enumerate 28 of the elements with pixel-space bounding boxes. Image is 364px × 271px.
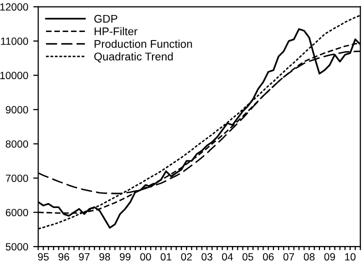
legend-label: HP-Filter xyxy=(94,27,138,36)
x-tick-label: 98 xyxy=(99,253,110,261)
x-tick-label: 03 xyxy=(202,253,212,261)
x-tick-label: 97 xyxy=(78,253,90,261)
y-tick-label: 9000 xyxy=(6,106,28,114)
x-tick-label: 04 xyxy=(222,253,233,261)
x-tick-label: 10 xyxy=(345,253,356,261)
y-tick-label: 6000 xyxy=(6,208,28,216)
legend-label: Production Function xyxy=(94,40,192,48)
legend-label: GDP xyxy=(94,14,118,23)
x-tick-label: 07 xyxy=(283,253,294,261)
x-tick-label: 02 xyxy=(181,253,192,261)
x-tick-label: 05 xyxy=(242,253,254,261)
x-tick-label: 99 xyxy=(120,253,130,261)
x-tick-label: 08 xyxy=(304,253,315,261)
y-tick-label: 11000 xyxy=(1,38,28,45)
x-tick-label: 06 xyxy=(262,253,274,261)
x-tick-label: 96 xyxy=(58,253,70,261)
x-tick-label: 00 xyxy=(140,253,151,261)
legend-label: Quadratic Trend xyxy=(94,52,173,62)
y-tick-label: 8000 xyxy=(6,140,28,148)
y-tick-label: 10000 xyxy=(0,72,28,80)
y-tick-label: 12000 xyxy=(0,3,28,11)
x-tick-label: 95 xyxy=(38,253,49,261)
y-tick-label: 7000 xyxy=(6,174,28,182)
x-tick-label: 01 xyxy=(160,253,172,261)
y-tick-label: 5000 xyxy=(6,243,28,250)
x-tick-label: 09 xyxy=(324,253,335,261)
